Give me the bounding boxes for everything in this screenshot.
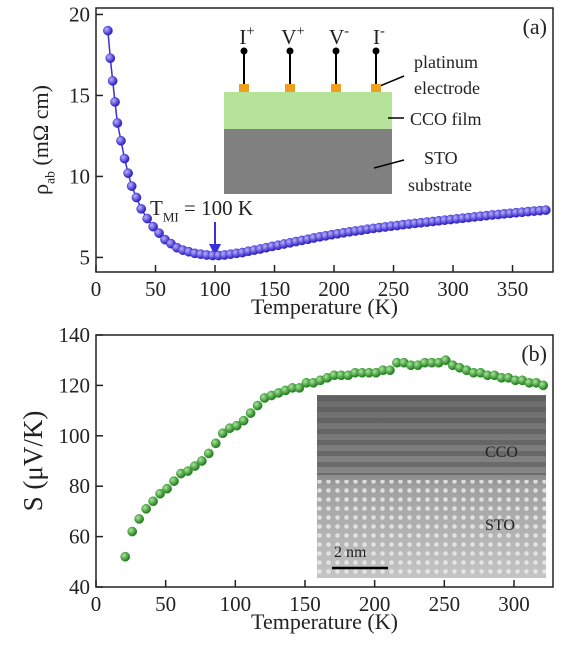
y-tick-label: 120 <box>59 373 91 397</box>
text-part: I <box>373 25 380 49</box>
y-tick-label: 10 <box>69 164 90 188</box>
text-part: V <box>329 25 344 49</box>
y-tick-label: 140 <box>59 323 91 347</box>
y-tick-label: 20 <box>69 2 90 26</box>
device-sketch <box>224 48 404 195</box>
x-tick-label: 50 <box>155 592 176 616</box>
text-part: + <box>246 24 254 40</box>
film-layer <box>224 92 392 129</box>
annotation: TMI = 100 K <box>150 196 253 224</box>
data-point <box>239 416 248 425</box>
y-tick-label: 80 <box>69 474 90 498</box>
data-point <box>121 552 130 561</box>
page: {"chart_data":[ {"type":"line","panel_la… <box>0 0 572 659</box>
data-point <box>113 118 122 127</box>
data-point <box>124 169 133 178</box>
data-point <box>385 366 394 375</box>
text-part: (mΩ cm) <box>28 85 53 171</box>
x-tick-label: 50 <box>145 277 166 301</box>
figure: 0501001502002503003505101520Temperature … <box>0 0 572 659</box>
substrate-label: STO <box>424 148 458 168</box>
text-part: - <box>380 24 385 40</box>
x-tick-label: 0 <box>91 592 102 616</box>
data-point <box>169 477 178 486</box>
text-part: T <box>150 196 163 220</box>
y-tick-label: 60 <box>69 525 90 549</box>
y-tick-label: 5 <box>80 245 91 269</box>
data-point <box>137 204 146 213</box>
data-point <box>108 76 117 85</box>
scale-bar-label: 2 nm <box>334 544 367 561</box>
data-point <box>211 439 220 448</box>
data-point <box>132 193 141 202</box>
tem-bottom-label: STO <box>485 517 515 534</box>
data-point <box>162 484 171 493</box>
x-tick-label: 100 <box>199 277 231 301</box>
y-axis-label: ρab (mΩ cm) <box>28 85 58 195</box>
x-tick-label: 300 <box>437 277 469 301</box>
text-part: I <box>239 25 246 49</box>
x-tick-label: 100 <box>220 592 252 616</box>
terminal-label: I+ <box>239 24 254 49</box>
film-label: CCO film <box>410 109 482 129</box>
terminal-label: V- <box>329 24 349 49</box>
data-point <box>120 154 129 163</box>
panel-label: (a) <box>523 14 547 39</box>
terminal-label: I- <box>373 24 385 49</box>
data-point <box>127 182 136 191</box>
terminal-label: V+ <box>281 24 304 49</box>
data-point <box>204 449 213 458</box>
data-point <box>541 206 550 215</box>
data-point <box>110 97 119 106</box>
data-point <box>246 409 255 418</box>
data-point <box>197 456 206 465</box>
text-part: = 100 K <box>179 196 253 220</box>
x-tick-label: 0 <box>91 277 102 301</box>
x-axis-label: Temperature (K) <box>251 609 398 634</box>
y-tick-label: 15 <box>69 83 90 107</box>
text-part: ρ <box>28 184 53 195</box>
data-point <box>103 26 112 35</box>
electrode-label: electrode <box>414 78 480 98</box>
text-part: MI <box>163 209 179 224</box>
substrate-layer <box>224 129 392 194</box>
data-point <box>142 504 151 513</box>
x-tick-label: 250 <box>429 592 461 616</box>
data-point <box>135 514 144 523</box>
substrate-label: substrate <box>408 175 472 195</box>
y-tick-label: 100 <box>59 424 91 448</box>
tem-top-label: CCO <box>485 444 518 461</box>
data-point <box>539 381 548 390</box>
data-point <box>106 54 115 63</box>
data-point <box>128 527 137 536</box>
data-point <box>116 136 125 145</box>
data-point <box>253 401 262 410</box>
panel-label: (b) <box>521 341 547 366</box>
text-part: V <box>281 25 296 49</box>
data-point <box>149 497 158 506</box>
text-part: - <box>344 24 349 40</box>
text-part: ab <box>43 171 58 184</box>
y-tick-label: 40 <box>69 575 90 599</box>
electrode-label: platinum <box>414 52 478 72</box>
y-axis-label: S (μV/K) <box>18 411 48 512</box>
x-axis-label: Temperature (K) <box>251 294 398 319</box>
text-part: + <box>296 24 304 40</box>
x-tick-label: 350 <box>497 277 529 301</box>
x-tick-label: 300 <box>498 592 530 616</box>
